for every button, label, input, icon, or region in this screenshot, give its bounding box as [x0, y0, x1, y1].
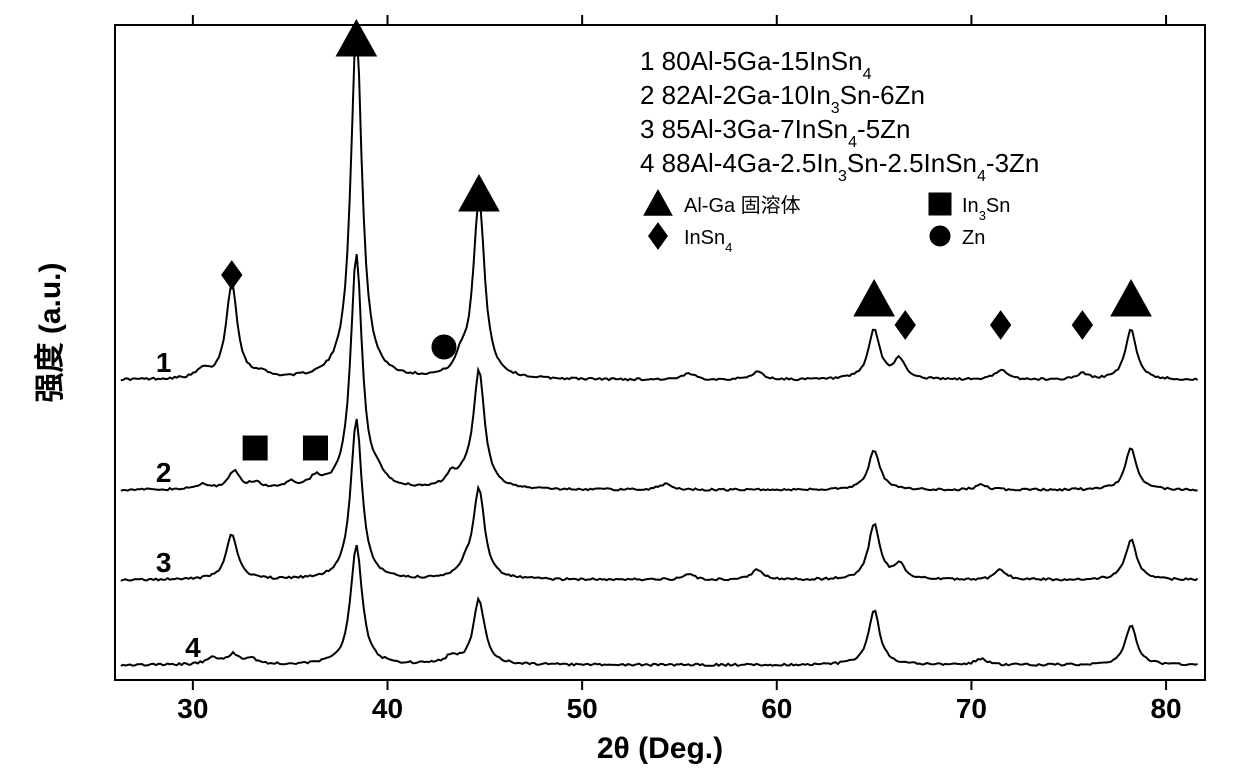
svg-text:50: 50 [567, 693, 598, 724]
svg-text:In3Sn: In3Sn [962, 195, 1010, 223]
legend-entry: 2 82Al-2Ga-10In3Sn-6Zn [640, 80, 925, 117]
svg-text:2θ (Deg.): 2θ (Deg.) [597, 732, 723, 765]
svg-text:40: 40 [372, 693, 403, 724]
xrd-curve [121, 419, 1198, 581]
svg-text:80: 80 [1150, 693, 1181, 724]
svg-text:InSn4: InSn4 [684, 227, 732, 255]
xrd-curve [121, 545, 1198, 666]
svg-text:30: 30 [177, 693, 208, 724]
svg-text:强度 (a.u.): 强度 (a.u.) [34, 263, 67, 403]
xrd-chart: 30 40 50 60 70 80 2θ (Deg.) 强度 (a.u.) 1 2 3 4 1 80Al… [0, 0, 1240, 768]
svg-text:3: 3 [156, 547, 172, 578]
legend-entry: 4 88Al-4Ga-2.5In3Sn-2.5InSn4-3Zn [640, 148, 1039, 185]
legend-entry: 3 85Al-3Ga-7InSn4-5Zn [640, 114, 911, 151]
svg-text:Zn: Zn [962, 227, 985, 249]
svg-text:1: 1 [156, 347, 172, 378]
xrd-curve [121, 254, 1198, 491]
svg-text:2: 2 [156, 457, 172, 488]
svg-text:70: 70 [956, 693, 987, 724]
legend-entry: 1 80Al-5Ga-15InSn4 [640, 46, 872, 83]
svg-text:60: 60 [761, 693, 792, 724]
svg-text:Al-Ga 固溶体: Al-Ga 固溶体 [684, 194, 801, 217]
chart-svg: 30 40 50 60 70 80 2θ (Deg.) 强度 (a.u.) 1 2 3 4 1 80Al… [0, 0, 1240, 768]
svg-text:4: 4 [185, 632, 201, 663]
